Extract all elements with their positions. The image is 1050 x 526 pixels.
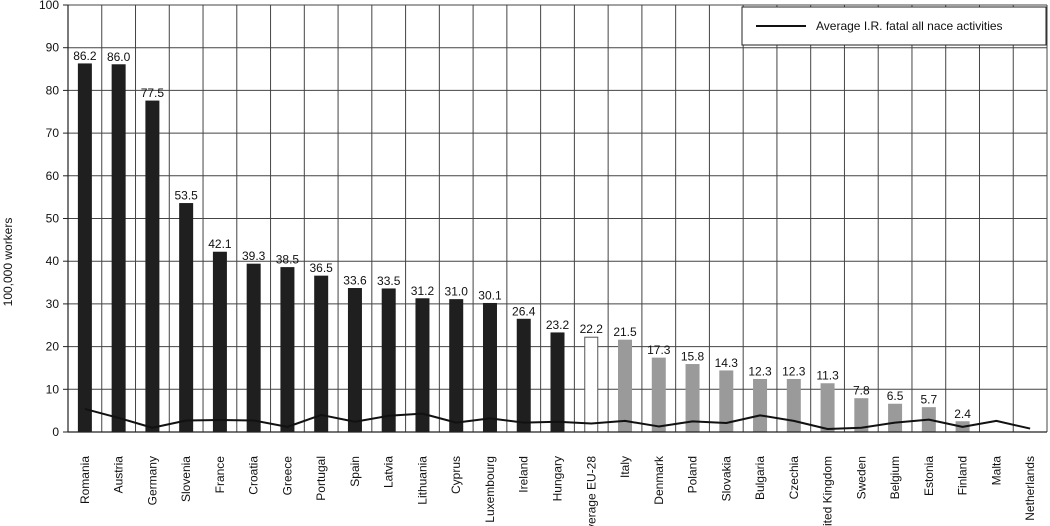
bar-data-label: 39.3 — [242, 249, 266, 263]
x-category-label: Bulgaria — [753, 456, 767, 500]
bar — [820, 383, 835, 433]
x-category-label: Belgium — [888, 456, 902, 499]
y-tick-label: 80 — [46, 83, 60, 97]
bar-data-label: 30.1 — [478, 288, 502, 302]
bar-data-label: 15.8 — [681, 350, 705, 364]
bar-data-label: 86.0 — [107, 50, 131, 64]
axes: 0 10 20 30 40 50 60 70 80 90 100 Romania Austria Germ… — [39, 0, 1047, 526]
bar — [280, 267, 295, 433]
x-category-label: Average EU-28 — [584, 456, 598, 526]
bar-data-label: 33.6 — [343, 274, 367, 288]
x-category-label: United Kingdom — [821, 456, 835, 526]
bar-data-label: 38.5 — [276, 253, 300, 267]
bar — [212, 251, 227, 433]
x-category-label: Greece — [280, 456, 294, 496]
bar — [618, 339, 633, 433]
x-category-label: Finland — [956, 456, 970, 495]
x-category-label: Czechia — [787, 456, 801, 500]
legend: Average I.R. fatal all nace activities — [741, 6, 1047, 46]
y-tick-label: 50 — [46, 212, 60, 226]
bar — [516, 318, 531, 433]
x-category-label: Denmark — [652, 455, 666, 505]
y-tick-label: 30 — [46, 297, 60, 311]
bar — [381, 288, 396, 433]
x-category-label: Croatia — [247, 456, 261, 495]
bar — [314, 275, 329, 433]
x-category-label: Cyprus — [449, 456, 463, 494]
line-series — [84, 407, 1031, 431]
bar — [584, 336, 599, 433]
x-category-label: Poland — [686, 456, 700, 493]
x-category-label: Luxembourg — [483, 456, 497, 523]
bar — [550, 332, 565, 433]
bar — [145, 100, 160, 433]
bar-data-label: 31.2 — [411, 284, 435, 298]
bar-data-label: 12.3 — [748, 364, 772, 378]
bar-data-label: 31.0 — [445, 285, 469, 299]
y-tick-label: 40 — [46, 254, 60, 268]
bar-data-label: 77.5 — [141, 86, 165, 100]
bar-data-label: 23.2 — [546, 318, 570, 332]
x-category-label: Sweden — [854, 456, 868, 499]
x-category-label: France — [213, 456, 227, 494]
bar — [651, 357, 666, 433]
x-category-label: Slovakia — [719, 456, 733, 502]
bar-data-label: 33.5 — [377, 274, 401, 288]
bar-data-label: 26.4 — [512, 304, 536, 318]
bar — [888, 403, 903, 433]
bar-data-label: 12.3 — [782, 364, 806, 378]
x-category-label: Austria — [112, 456, 126, 494]
bar — [77, 63, 92, 433]
x-category-label: Latvia — [382, 456, 396, 488]
bar — [111, 64, 126, 433]
x-category-label: Ireland — [517, 456, 531, 493]
x-category-label: Spain — [348, 456, 362, 487]
bar-data-label: 7.8 — [853, 384, 870, 398]
y-tick-label: 20 — [46, 340, 60, 354]
bar-data-label: 86.2 — [73, 49, 97, 63]
bar — [179, 203, 194, 433]
bar — [449, 299, 464, 433]
bar-data-label: 22.2 — [580, 322, 604, 336]
bar-data-label: 17.3 — [647, 343, 671, 357]
bar-data-label: 5.7 — [921, 393, 938, 407]
average-fatal-line — [84, 407, 1031, 431]
bar-data-label: 53.5 — [174, 189, 198, 203]
bar — [246, 263, 261, 433]
x-category-label: Germany — [145, 456, 159, 505]
bar-data-label: 21.5 — [613, 325, 637, 339]
y-tick-label: 90 — [46, 41, 60, 55]
x-category-label: Romania — [78, 456, 92, 504]
x-category-label: Hungary — [551, 456, 565, 501]
x-category-label: Estonia — [922, 456, 936, 496]
legend-label: Average I.R. fatal all nace activities — [816, 19, 1003, 33]
x-category-label: Portugal — [314, 456, 328, 501]
bar — [786, 378, 801, 433]
x-category-label: Italy — [618, 456, 632, 478]
y-tick-label: 60 — [46, 169, 60, 183]
bar-data-label: 14.3 — [715, 356, 739, 370]
y-axis-label: 100,000 workers — [1, 218, 15, 307]
x-category-label: Lithuania — [415, 456, 429, 505]
y-tick-label: 70 — [46, 126, 60, 140]
y-tick-label: 100 — [39, 0, 59, 12]
y-tick-label: 0 — [52, 425, 59, 439]
bar-data-label: 36.5 — [310, 261, 334, 275]
bar-data-label: 2.4 — [954, 407, 971, 421]
bar — [415, 298, 430, 433]
bar — [753, 378, 768, 433]
x-category-label: Slovenia — [179, 456, 193, 502]
bar-data-label: 6.5 — [887, 389, 904, 403]
data-labels: 86.2 86.0 77.5 53.5 42.1 39.3 38.5 36.5 33.6 33.5… — [73, 49, 971, 421]
bar-data-label: 42.1 — [208, 237, 232, 251]
bar — [347, 288, 362, 433]
y-tick-label: 10 — [46, 382, 60, 396]
x-category-label: Malta — [989, 456, 1003, 486]
bar — [482, 302, 497, 433]
x-category-label: Netherlands — [1023, 456, 1037, 521]
bar-data-label: 11.3 — [816, 369, 839, 383]
